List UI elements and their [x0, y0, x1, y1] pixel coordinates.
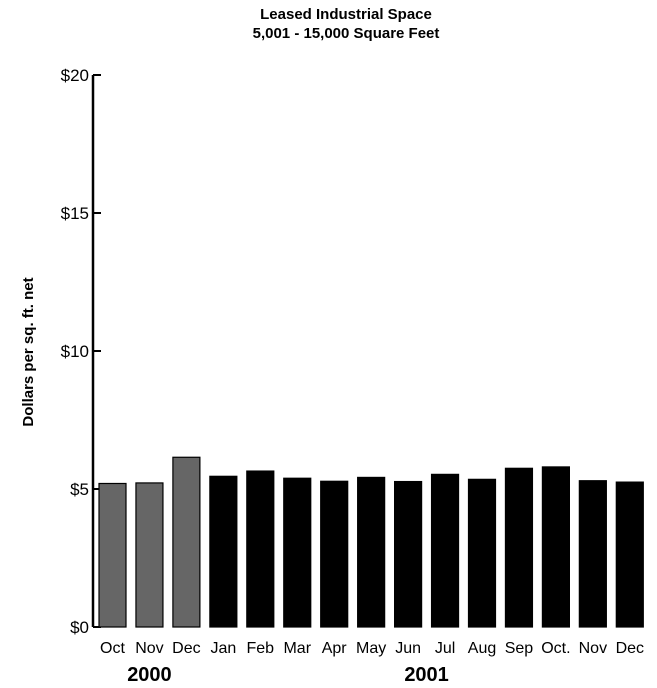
bar	[542, 467, 569, 627]
x-tick-label: Oct	[100, 640, 125, 657]
year-group-label: 2000	[127, 664, 172, 686]
x-tick-label: Nov	[135, 640, 163, 657]
x-tick-label: Dec	[172, 640, 200, 657]
y-tick-label: $10	[61, 342, 89, 361]
chart-subtitle: 5,001 - 15,000 Square Feet	[253, 25, 440, 42]
bar	[284, 478, 311, 627]
x-tick-label: Feb	[247, 640, 275, 657]
x-tick-label: Apr	[322, 640, 348, 657]
bars	[99, 457, 643, 627]
bar	[99, 483, 126, 627]
x-tick-label: May	[356, 640, 386, 657]
x-tick-label: Nov	[579, 640, 607, 657]
bar	[505, 468, 532, 627]
x-tick-label: Jul	[435, 640, 455, 657]
x-tick-label: Aug	[468, 640, 496, 657]
year-group-labels: 2000 2001	[127, 664, 449, 686]
x-tick-label: Dec	[616, 640, 644, 657]
bar	[358, 477, 385, 627]
x-tick-label: Sep	[505, 640, 534, 657]
x-tick-label: Jan	[210, 640, 236, 657]
bar	[469, 479, 496, 627]
bar	[395, 482, 422, 627]
y-tick-label: $20	[61, 66, 89, 85]
bar	[321, 481, 348, 627]
bar	[579, 481, 606, 627]
x-tick-label: Jun	[395, 640, 421, 657]
y-axis: $0 $5 $10 $15 $20	[61, 66, 101, 637]
bar	[247, 471, 274, 627]
bar	[210, 476, 237, 627]
x-tick-label: Mar	[283, 640, 311, 657]
chart-title: Leased Industrial Space	[260, 6, 432, 23]
y-tick-label: $0	[70, 618, 89, 637]
y-tick-label: $5	[70, 480, 89, 499]
x-axis-tick-labels: Oct Nov Dec Jan Feb Mar Apr May Jun Jul Aug Sep Oct.…	[100, 640, 644, 657]
bar	[432, 474, 459, 627]
bar	[616, 482, 643, 627]
x-tick-label: Oct.	[541, 640, 570, 657]
y-tick-label: $15	[61, 204, 89, 223]
bar	[173, 457, 200, 627]
year-group-label: 2001	[404, 664, 449, 686]
bar	[136, 483, 163, 627]
y-axis-label: Dollars per sq. ft. net	[20, 277, 37, 426]
